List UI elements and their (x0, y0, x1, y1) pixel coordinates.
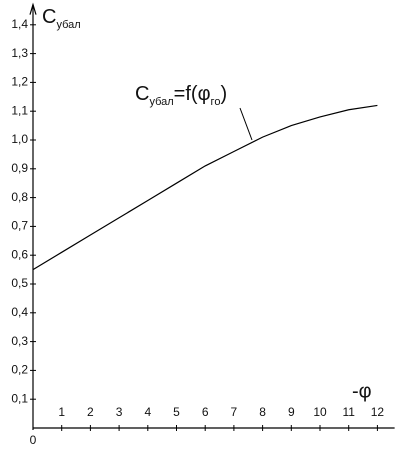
x-tick-label: 12 (371, 405, 385, 419)
y-tick-label: 0,7 (11, 219, 28, 233)
y-tick-label: 0,6 (11, 247, 28, 261)
y-tick-label: 1,0 (11, 132, 28, 146)
y-axis-arrow (29, 2, 37, 15)
data-line (32, 104, 378, 271)
text-part: го (211, 96, 221, 108)
x-tick-label: 10 (313, 405, 327, 419)
text-part: убал (149, 96, 173, 108)
y-tick-label: 0,9 (11, 161, 28, 175)
leader-line (239, 107, 253, 141)
y-tick-label: 0,3 (11, 334, 28, 348)
y-tick-label: 0,4 (11, 305, 28, 319)
y-tick-label: 1,4 (11, 17, 28, 31)
x-tick-label: 5 (173, 405, 180, 419)
annotation: Cубал=f(φго) (135, 83, 227, 108)
x-tick-label: 7 (231, 405, 238, 419)
y-tick-label: 1,2 (11, 75, 28, 89)
y-tick-label: 0,8 (11, 190, 28, 204)
x-tick-label: 3 (116, 405, 123, 419)
y-tick-label: 1,3 (11, 46, 28, 60)
text-part: φ (198, 83, 211, 105)
text-part: =f( (174, 83, 198, 105)
y-tick-label: 0,1 (11, 391, 28, 405)
text-part: C (42, 6, 56, 28)
y-tick-label: 0,5 (11, 276, 28, 290)
origin-label: 0 (30, 433, 37, 447)
text-part: C (135, 83, 149, 105)
y-tick-label: 0,2 (11, 363, 28, 377)
x-axis-label: -φ (352, 380, 372, 402)
x-tick-label: 1 (58, 405, 65, 419)
x-tick-label: 6 (202, 405, 209, 419)
x-tick-label: 8 (259, 405, 266, 419)
x-tick-label: 11 (342, 405, 355, 419)
x-tick-label: 2 (87, 405, 94, 419)
text-part: ) (220, 83, 227, 105)
x-tick-label: 9 (288, 405, 295, 419)
text-part: убал (56, 19, 80, 31)
y-tick-label: 1,1 (11, 103, 28, 117)
y-axis-label: Cубал (42, 6, 81, 31)
x-tick-label: 4 (144, 405, 151, 419)
